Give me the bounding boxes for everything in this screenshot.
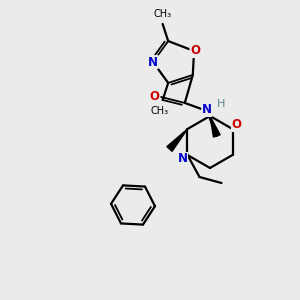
Text: CH₃: CH₃ [154, 9, 172, 19]
Text: N: N [202, 103, 212, 116]
Text: O: O [190, 44, 200, 58]
Polygon shape [210, 116, 220, 137]
Text: O: O [232, 118, 242, 131]
Text: N: N [178, 152, 188, 166]
Text: N: N [148, 56, 158, 68]
Text: H: H [217, 99, 225, 109]
Polygon shape [167, 129, 188, 151]
Text: O: O [150, 90, 160, 104]
Text: CH₃: CH₃ [151, 106, 169, 116]
